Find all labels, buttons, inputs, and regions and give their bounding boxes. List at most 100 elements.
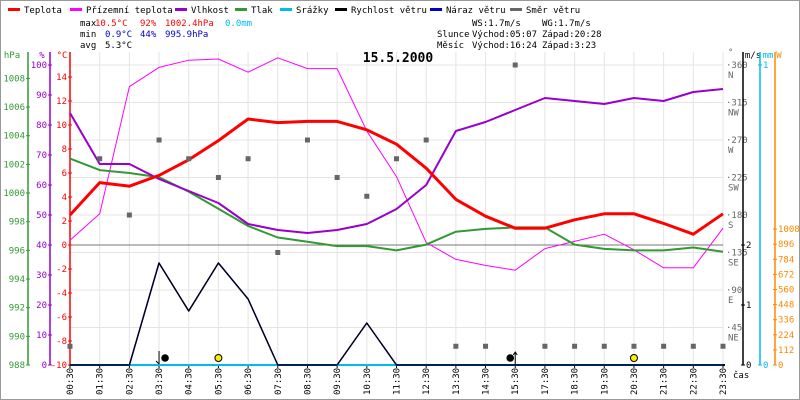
legend: Teplota Přízemní teplota Vlhkost Tlak Srážky…: [8, 6, 580, 16]
humidity-tick-label: 20: [36, 301, 47, 311]
temp-tick-label: 6: [62, 169, 67, 179]
hpa-axis-label: hPa: [4, 51, 20, 61]
wind-direction-point: [394, 156, 399, 162]
stats-max-label: max: [80, 19, 97, 29]
legend-label: Rychlost větru: [351, 6, 427, 16]
legend-label: Přízemní teplota: [86, 6, 173, 16]
hpa-tick-label: 1000: [3, 189, 25, 199]
legend-swatch: [8, 8, 20, 11]
legend-swatch: [70, 8, 82, 11]
hpa-tick-label: 992: [9, 304, 25, 314]
humidity-tick-label: 30: [36, 271, 47, 281]
hpa-tick-label: 996: [9, 246, 25, 256]
moon-icon: [506, 354, 515, 362]
series-teplota: [68, 117, 724, 236]
radiation-tick-label: 0: [778, 361, 783, 371]
wind-direction-point: [334, 175, 340, 180]
sun-icon: [214, 354, 223, 362]
legend-swatch: [175, 8, 187, 11]
hpa-tick-label: 1008: [3, 74, 25, 84]
legend-label: Směr větru: [526, 6, 580, 16]
wind-tick-label: 2: [746, 241, 751, 251]
wind-axis-label: m/s: [745, 51, 761, 61]
radiation-tick-label: 672: [778, 270, 794, 280]
wind-direction-point: [215, 175, 221, 180]
series-přízemní-teplota: [69, 57, 724, 271]
temp-tick-label: -4: [56, 289, 67, 299]
temp-tick-label: 2: [62, 217, 67, 227]
temp-tick-label: -10: [51, 361, 67, 371]
wind-direction-point: [126, 212, 132, 218]
stats-max-rain: 0.0mm: [225, 19, 252, 29]
stats-min-label: min: [80, 30, 96, 40]
stats-min-humidity: 44%: [140, 30, 157, 40]
humidity-tick-label: 60: [36, 181, 47, 191]
wind-direction-point: [97, 156, 103, 162]
wind-direction-point: [245, 156, 251, 162]
radiation-tick-label: 224: [778, 331, 794, 341]
wind-direction-point: [601, 343, 607, 349]
stats-max-humidity: 92%: [140, 19, 157, 29]
humidity-tick-label: 80: [36, 121, 47, 131]
stats-min-pressure: 995.9hPa: [165, 30, 208, 40]
x-tick-label: 10:30: [363, 368, 373, 395]
sun-icon: [629, 354, 638, 362]
dir-compass-label: W: [728, 146, 734, 156]
markers: [155, 351, 638, 365]
x-tick-label: 12:30: [422, 368, 432, 395]
x-tick-label: 01:30: [96, 368, 106, 395]
temp-axis-label: °C: [57, 51, 68, 61]
humidity-tick-label: 70: [36, 151, 47, 161]
wind-direction-point: [720, 343, 726, 349]
sun-label: Slunce: [437, 30, 470, 40]
x-tick-label: 19:30: [600, 368, 610, 395]
moon-label: Měsíc: [437, 41, 464, 51]
moonrise: Východ:16:24: [472, 41, 537, 51]
x-tick-label: 06:30: [244, 368, 254, 395]
dir-compass-label: N: [728, 71, 733, 81]
wind-direction-point: [423, 137, 429, 143]
temp-tick-label: -8: [56, 337, 67, 347]
x-tick-label: 02:30: [125, 368, 135, 395]
hpa-tick-label: 994: [9, 275, 25, 285]
dir-tick-label: ·225: [726, 174, 748, 184]
radiation-tick-label: 112: [778, 346, 794, 356]
wind-direction-point: [304, 137, 310, 143]
radiation-axis-label: W: [776, 51, 782, 61]
dir-tick-label: ·360: [726, 61, 748, 71]
wind-direction-point: [186, 156, 192, 162]
stats-panel: max 10.5°C 92% 1002.4hPa 0.0mm min 0.9°C…: [80, 19, 602, 51]
wind-direction-point: [156, 137, 162, 143]
legend-label: Vlhkost: [191, 6, 229, 16]
chart-title: 15.5.2000: [363, 51, 434, 66]
temp-tick-label: 10: [56, 121, 67, 131]
dir-compass-label: NE: [728, 334, 739, 344]
radiation-tick-label: 336: [778, 316, 794, 326]
radiation-tick-label: 784: [778, 255, 794, 265]
legend-label: Srážky: [296, 6, 329, 16]
wind-direction-point: [661, 343, 667, 349]
x-tick-label: 13:30: [452, 368, 462, 395]
rain-tick-label: 0: [763, 361, 768, 371]
stats-max-pressure: 1002.4hPa: [165, 19, 214, 29]
x-tick-label: 17:30: [541, 368, 551, 395]
humidity-tick-label: 0: [42, 361, 47, 371]
radiation-tick-label: 448: [778, 301, 794, 311]
rain-axis-label: mm: [763, 51, 774, 61]
humidity-tick-label: 40: [36, 241, 47, 251]
x-tick-label: 18:30: [571, 368, 581, 395]
radiation-tick-label: 560: [778, 286, 794, 296]
temp-tick-label: 0: [62, 241, 67, 251]
radiation-tick-label: 896: [778, 240, 794, 250]
dir-tick-label: ·180: [726, 211, 748, 221]
wind-direction-point: [512, 62, 518, 68]
dir-tick-label: ·45: [726, 324, 742, 334]
x-tick-label: 14:30: [482, 368, 492, 395]
humidity-tick-label: 10: [36, 331, 47, 341]
dir-tick-label: ·135: [726, 249, 748, 259]
series-vlhkost: [69, 88, 724, 234]
grid: [69, 52, 724, 365]
